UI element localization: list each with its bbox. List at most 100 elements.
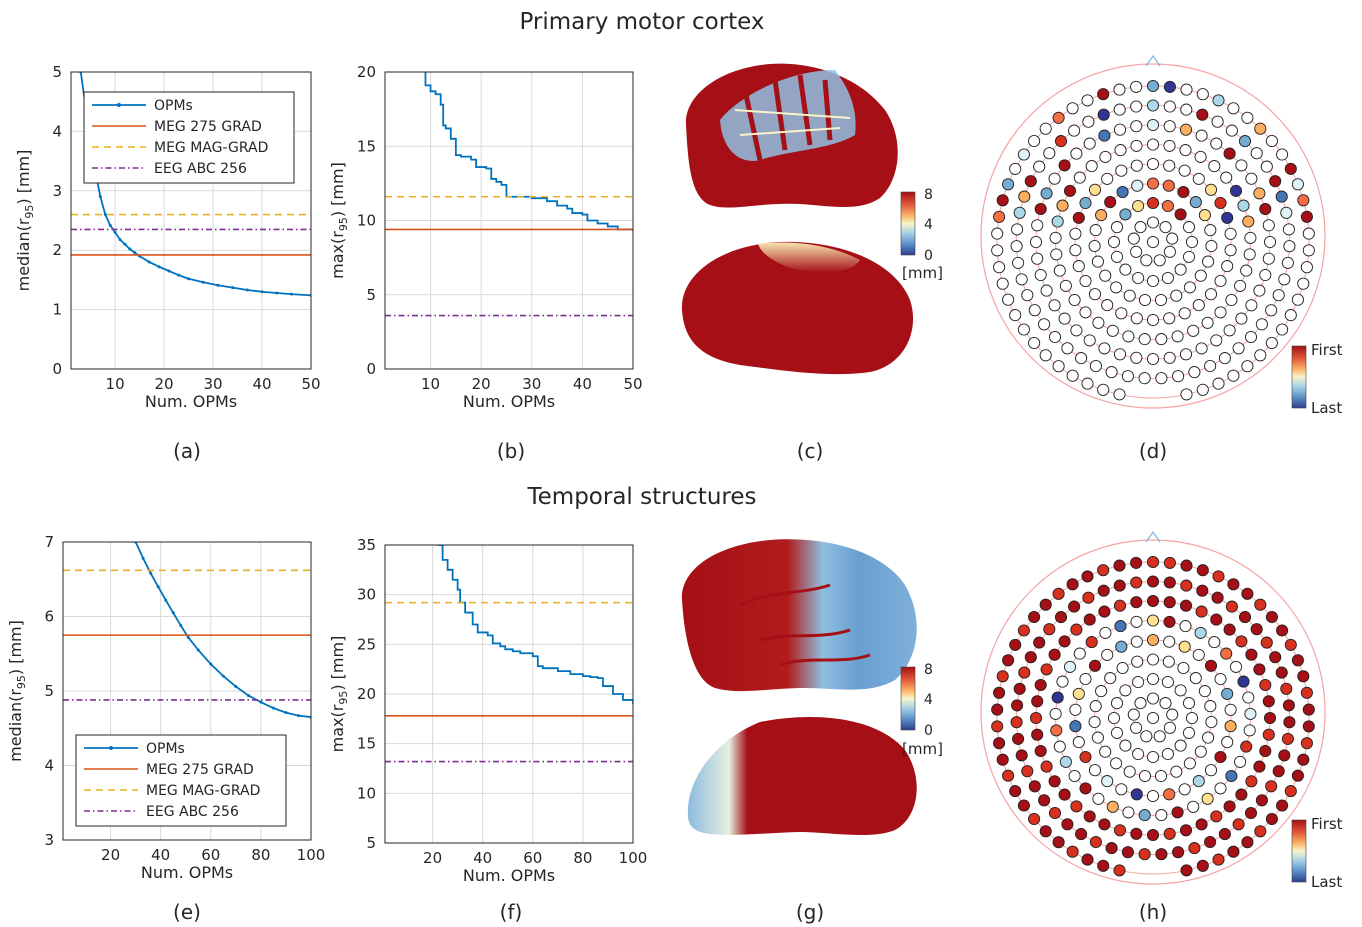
layout-d-sensor <box>1182 250 1196 263</box>
tick-y-f-6: 35 <box>357 536 376 554</box>
layout-h-sensor <box>1302 703 1315 716</box>
tick-x-a-0: 10 <box>106 375 125 393</box>
brain-c-streak-2 <box>734 109 851 136</box>
layout-h-sensor <box>1196 584 1209 597</box>
layout-h-sensor <box>1138 769 1152 783</box>
layout-d-sensor <box>1098 342 1111 355</box>
ylabel-sub-e: 95 <box>15 675 28 689</box>
layout-h-sensor <box>1012 732 1025 745</box>
layout-h-head-outline <box>980 539 1326 885</box>
series-point-a-18 <box>201 280 205 284</box>
layout-h-sensor <box>1224 703 1237 716</box>
series-point-a-13 <box>147 260 151 264</box>
layout-h-sensor <box>1232 818 1245 831</box>
layout-d-sensor <box>1123 289 1136 302</box>
layout-d-sensor <box>1227 369 1240 382</box>
series-point-a-7 <box>113 230 117 234</box>
series-point-e-16 <box>296 714 300 718</box>
layout-d-sensor <box>1066 369 1079 382</box>
layout-d-sensor <box>1092 316 1105 329</box>
layout-h-sensor <box>1114 620 1127 633</box>
layout-d-sensor <box>1028 134 1041 148</box>
layout-h-sensor <box>993 686 1006 699</box>
colorbar-map-bottom-tick-8: 8 <box>924 662 933 678</box>
layout-h-sensor <box>1017 799 1030 812</box>
layout-d-sensor <box>1155 372 1168 385</box>
layout-h-sensor <box>1069 703 1082 716</box>
series-point-a-8 <box>118 238 122 242</box>
layout-d-sensor <box>1259 202 1272 216</box>
layout-h-sensor <box>1262 728 1275 741</box>
series-point-a-4 <box>98 195 102 199</box>
layout-d-sensor <box>1232 342 1245 355</box>
tick-x-e-3: 80 <box>251 846 270 864</box>
layout-d-sensor <box>1198 209 1211 222</box>
layout-d-sensor <box>1113 103 1126 116</box>
layout-d-sensor <box>1130 351 1143 364</box>
layout-d-sensor <box>1282 223 1295 236</box>
layout-d-sensor <box>1275 190 1288 203</box>
tick-x-a-4: 50 <box>301 375 320 393</box>
layout-d-sensor <box>1113 123 1127 136</box>
layout-h-sensor <box>1130 556 1143 569</box>
series-point-e-1 <box>141 556 145 560</box>
layout-h-sensor <box>1180 579 1193 592</box>
layout-d-sensor <box>1265 304 1278 317</box>
tick-x-e-2: 60 <box>201 846 220 864</box>
layout-d-sensor <box>1138 333 1151 346</box>
layout-h-sensor <box>1134 697 1147 710</box>
layout-h-sensor <box>1291 769 1304 782</box>
layout-d-sensor <box>1034 268 1047 282</box>
tick-y-a-5: 5 <box>52 63 62 81</box>
series-point-e-12 <box>246 693 250 697</box>
layout-d-sensor <box>1237 199 1250 212</box>
layout-d-sensor <box>1146 216 1160 229</box>
layout-h-sensor <box>1221 736 1234 749</box>
layout-h-sensor <box>1276 624 1289 637</box>
layout-h-sensor <box>1051 691 1064 704</box>
series-point-e-11 <box>234 685 238 689</box>
layout-h-sensor <box>1099 626 1112 639</box>
series-line-a-opms <box>79 72 311 297</box>
layout-h-sensor <box>1161 747 1174 761</box>
tick-x-f-1: 40 <box>473 849 492 867</box>
layout-h-sensor <box>1028 610 1041 624</box>
panel-label-b: (b) <box>497 439 525 463</box>
layout-h-sensor <box>1182 726 1196 739</box>
layout-d-sensor <box>1269 175 1282 188</box>
layout-d-sensor <box>1214 306 1227 319</box>
layout-d-sensor <box>1159 221 1172 234</box>
layout-h-sensor <box>1227 578 1240 591</box>
layout-h-sensor <box>1085 636 1098 649</box>
layout-h-sensor <box>1235 788 1248 801</box>
layout-d-sensor <box>1204 288 1218 301</box>
layout-h-sensor <box>1063 660 1077 673</box>
layout-d-sensor <box>1132 271 1145 285</box>
layout-h-sensor <box>1284 638 1297 651</box>
series-point-e-3 <box>156 585 160 589</box>
layout-d-sensor <box>1095 209 1108 222</box>
layout-d-sensor <box>1204 224 1217 237</box>
layout-h-sensor <box>1162 655 1175 668</box>
layout-h-sensor <box>1127 708 1140 721</box>
ylabel-sub-b: 95 <box>337 217 350 231</box>
layout-d-sensor <box>1300 210 1313 223</box>
layout-h-sensor <box>1281 732 1294 745</box>
series-point-a-14 <box>157 265 161 269</box>
layout-d-sensor <box>1183 281 1196 294</box>
layout-d-sensor <box>1263 235 1277 249</box>
layout-d-sensor <box>1161 271 1174 285</box>
layout-d-sensor <box>1163 120 1176 133</box>
layout-h-sensor <box>1278 749 1291 762</box>
layout-d-sensor <box>1116 185 1129 199</box>
panel-label-a: (a) <box>173 439 201 463</box>
layout-h-sensor <box>1116 661 1129 675</box>
layout-h-sensor <box>1276 799 1289 812</box>
series-point-a-10 <box>128 247 132 251</box>
layout-h-sensor <box>1171 806 1184 819</box>
layout-h-sensor <box>993 737 1006 750</box>
layout-h-sensor <box>1097 564 1110 577</box>
layout-h-sensor <box>1183 757 1196 770</box>
tick-y-f-5: 30 <box>357 586 376 604</box>
layout-h-sensor <box>1070 623 1083 636</box>
